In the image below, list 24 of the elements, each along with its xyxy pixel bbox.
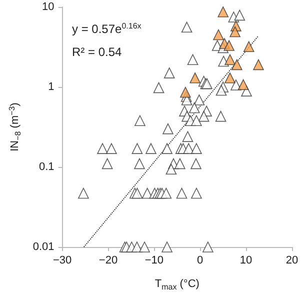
x-tick-label: 10 bbox=[240, 254, 252, 266]
y-axis-title: IN−8 (m−3) bbox=[8, 102, 22, 152]
point bbox=[218, 6, 228, 18]
point bbox=[238, 79, 249, 90]
y-tick-label: 0.01 bbox=[32, 241, 54, 253]
point bbox=[230, 26, 240, 38]
point bbox=[190, 72, 200, 84]
x-tick-label: −30 bbox=[52, 254, 72, 266]
y-tick-label: 1 bbox=[48, 81, 54, 93]
x-tick-label: −20 bbox=[98, 254, 118, 266]
annotation: R² = 0.54 bbox=[72, 45, 122, 59]
point bbox=[224, 40, 234, 51]
x-tick-label: −10 bbox=[144, 254, 164, 266]
y-tick-label: 0.1 bbox=[39, 161, 54, 173]
point bbox=[253, 59, 264, 70]
point bbox=[224, 54, 236, 66]
point bbox=[213, 29, 224, 40]
x-tick-label: 0 bbox=[197, 254, 204, 266]
point bbox=[231, 59, 242, 70]
x-tick-label: 20 bbox=[286, 254, 298, 266]
point bbox=[243, 41, 254, 52]
point bbox=[224, 72, 236, 84]
point bbox=[180, 86, 191, 98]
y-tick-label: 10 bbox=[42, 1, 54, 13]
